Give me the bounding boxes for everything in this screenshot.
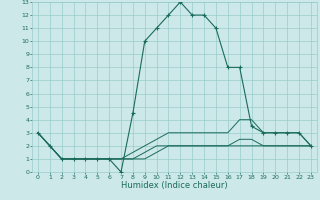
- X-axis label: Humidex (Indice chaleur): Humidex (Indice chaleur): [121, 181, 228, 190]
